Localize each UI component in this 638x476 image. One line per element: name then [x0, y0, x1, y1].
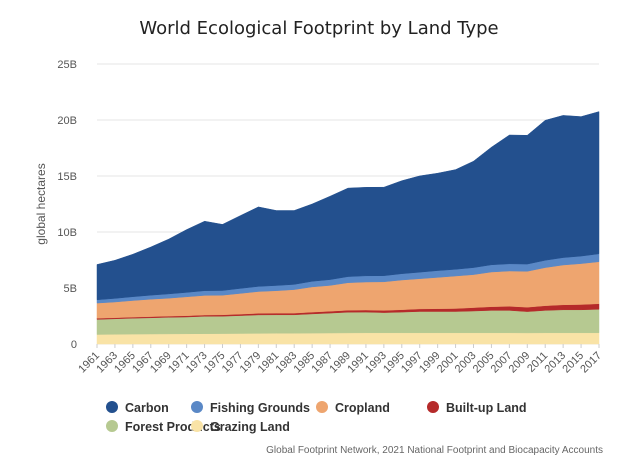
x-axis-ticks: 1961196319651967196919711973197519771979… [76, 344, 604, 375]
y-axis-ticks: 0 5B 10B 15B 20B 25B [57, 59, 77, 351]
legend-label: Grazing Land [210, 420, 290, 434]
legend-swatch [316, 401, 328, 413]
legend-item-carbon[interactable]: Carbon [106, 401, 169, 415]
legend-label: Carbon [125, 401, 169, 415]
y-axis-label: global hectares [34, 163, 48, 244]
chart-title: World Ecological Footprint by Land Type [139, 18, 498, 39]
y-tick-label: 10B [57, 227, 77, 239]
y-tick-label: 0 [71, 339, 77, 351]
legend-label: Fishing Grounds [210, 401, 310, 415]
chart-credit: Global Footprint Network, 2021 National … [266, 445, 603, 456]
legend-label: Built-up Land [446, 401, 527, 415]
legend-swatch [106, 401, 118, 413]
legend-item-cropland[interactable]: Cropland [316, 401, 390, 415]
legend-item-forest-products[interactable]: Forest Products [106, 420, 221, 434]
series-area-grazing-land[interactable] [96, 332, 600, 345]
legend-swatch [191, 420, 203, 432]
legend: Carbon Fishing Grounds Cropland Built-up La… [106, 401, 527, 434]
legend-item-built-up-land[interactable]: Built-up Land [427, 401, 527, 415]
legend-item-grazing-land[interactable]: Grazing Land [191, 420, 290, 434]
x-tick-label: 2017 [578, 350, 604, 376]
legend-swatch [106, 420, 118, 432]
y-tick-label: 15B [57, 171, 77, 183]
series-areas [96, 111, 600, 345]
series-area-carbon[interactable] [96, 111, 600, 301]
y-tick-label: 25B [57, 59, 77, 71]
y-tick-label: 5B [64, 283, 77, 295]
legend-item-fishing-grounds[interactable]: Fishing Grounds [191, 401, 310, 415]
legend-swatch [191, 401, 203, 413]
legend-label: Cropland [335, 401, 390, 415]
legend-swatch [427, 401, 439, 413]
y-tick-label: 20B [57, 115, 77, 127]
legend-label: Forest Products [125, 420, 221, 434]
